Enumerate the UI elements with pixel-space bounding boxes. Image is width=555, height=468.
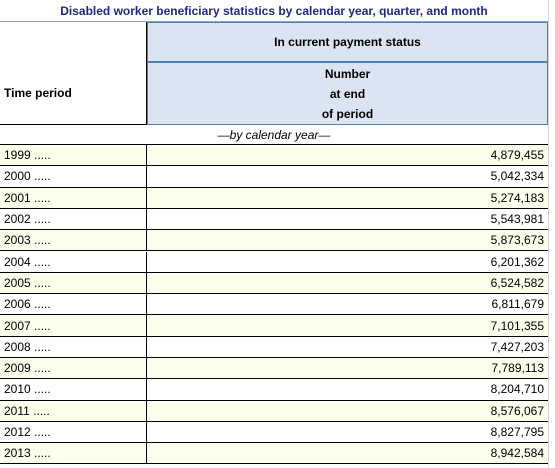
value-cell: 5,873,673 xyxy=(147,230,548,252)
period-cell: 2007 ..... xyxy=(0,315,147,337)
value-cell: 7,789,113 xyxy=(147,358,548,380)
value-cell: 5,042,334 xyxy=(147,166,548,188)
header-line: of period xyxy=(321,106,374,121)
value-cell: 6,811,679 xyxy=(147,294,548,316)
number-header: Number at end of period xyxy=(147,62,548,125)
period-cell: 2010 ..... xyxy=(0,379,147,401)
value-cell: 6,201,362 xyxy=(147,251,548,273)
header-line: Number xyxy=(324,66,371,81)
value-cell: 8,827,795 xyxy=(147,421,548,444)
period-cell: 2003 ..... xyxy=(0,230,147,252)
value-cell: 5,543,981 xyxy=(147,208,548,231)
period-cell: 2002 ..... xyxy=(0,208,147,231)
value-cell: 4,879,455 xyxy=(147,145,548,167)
period-cell: 2004 ..... xyxy=(0,251,147,273)
period-cell: 2006 ..... xyxy=(0,294,147,316)
period-cell: 2001 ..... xyxy=(0,187,147,209)
period-cell: 2011 ..... xyxy=(0,400,147,422)
period-cell: 1999 ..... xyxy=(0,145,147,167)
value-cell: 7,427,203 xyxy=(147,336,548,358)
period-cell: 2012 ..... xyxy=(0,421,147,444)
period-cell: 2005 ..... xyxy=(0,272,147,295)
period-cell: 2000 ..... xyxy=(0,166,147,188)
status-header: In current payment status xyxy=(147,22,548,62)
header-line: at end xyxy=(329,86,366,101)
value-cell: 7,101,355 xyxy=(147,315,548,337)
grid-line xyxy=(548,0,549,468)
period-cell: 2009 ..... xyxy=(0,358,147,380)
value-cell: 5,274,183 xyxy=(147,187,548,209)
value-cell: 8,942,584 xyxy=(147,443,548,465)
period-cell: 2013 ..... xyxy=(0,443,147,465)
value-cell: 6,524,582 xyxy=(147,272,548,295)
time-period-header: Time period xyxy=(0,22,147,125)
value-cell: 8,204,710 xyxy=(147,379,548,401)
table-title: Disabled worker beneficiary statistics b… xyxy=(0,0,548,22)
period-cell: 2008 ..... xyxy=(0,336,147,358)
section-label: —by calendar year— xyxy=(0,125,548,145)
value-cell: 8,576,067 xyxy=(147,400,548,422)
